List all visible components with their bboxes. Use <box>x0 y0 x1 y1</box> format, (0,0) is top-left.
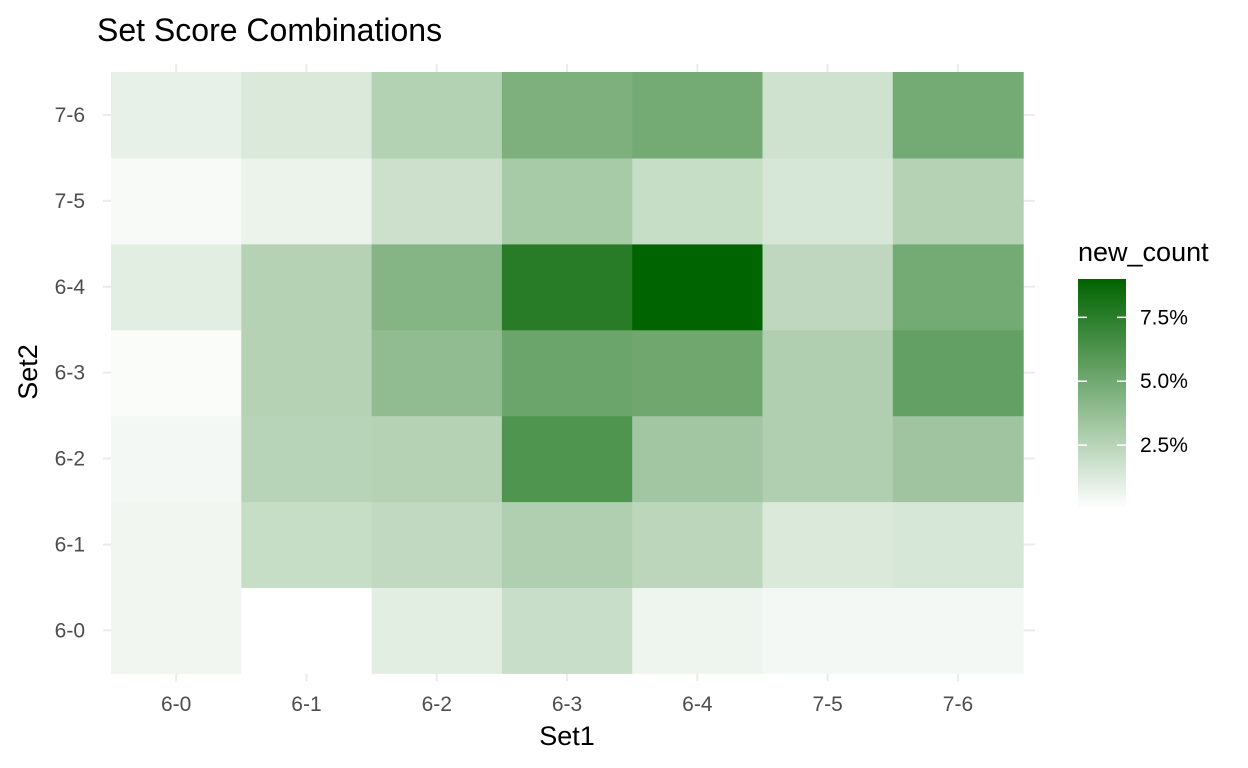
heatmap-cell-7-5-7-6 <box>762 72 894 159</box>
heatmap-cell-6-4-6-3 <box>632 329 764 417</box>
heatmap-cell-7-6-6-4 <box>892 243 1024 331</box>
x-axis-title: Set1 <box>539 721 595 751</box>
heatmap-cell-6-2-6-4 <box>371 243 503 331</box>
y-tick-label: 6-2 <box>55 448 85 471</box>
heatmap-cell-6-3-7-5 <box>501 157 633 245</box>
y-tick-label: 6-4 <box>55 276 86 299</box>
heatmap-cell-6-2-7-6 <box>371 72 503 159</box>
legend-title: new_count <box>1078 237 1209 267</box>
heatmap-cell-7-6-6-2 <box>892 415 1024 503</box>
heatmap-cell-6-2-6-0 <box>371 587 503 674</box>
legend-tick-label: 2.5% <box>1140 434 1188 457</box>
heatmap-cell-6-1-6-3 <box>241 329 373 417</box>
heatmap-cell-6-1-7-5 <box>241 157 373 245</box>
legend-ticks: 2.5% 5.0% 7.5% <box>1078 306 1188 457</box>
heatmap-cell-6-3-6-1 <box>501 501 633 588</box>
heatmap-cell-6-0-6-2 <box>111 415 242 503</box>
heatmap-cell-7-5-6-4 <box>762 243 894 331</box>
heatmap-cell-6-1-6-1 <box>241 501 373 588</box>
heatmap-cell-7-5-6-1 <box>762 501 894 588</box>
heatmap-cell-6-2-6-3 <box>371 329 503 417</box>
heatmap-cell-7-5-6-2 <box>762 415 894 503</box>
heatmap-cell-6-2-7-5 <box>371 157 503 245</box>
heatmap-cell-7-5-6-3 <box>762 329 894 417</box>
x-tick-label: 6-4 <box>682 693 713 716</box>
y-tick-label: 6-3 <box>55 362 85 385</box>
heatmap-cell-6-4-6-4 <box>632 243 764 331</box>
x-tick-label: 6-2 <box>422 693 452 716</box>
heatmap-cell-6-0-6-4 <box>111 243 242 331</box>
chart-title: Set Score Combinations <box>97 12 442 48</box>
x-tick-label: 7-6 <box>943 693 973 716</box>
heatmap-cell-7-5-7-5 <box>762 157 894 245</box>
legend-tick-label: 5.0% <box>1140 370 1188 393</box>
heatmap-cell-6-0-6-3 <box>111 329 242 417</box>
y-axis-title: Set2 <box>13 344 43 400</box>
heatmap-cell-6-4-6-2 <box>632 415 764 503</box>
y-tick-label: 6-0 <box>55 619 85 642</box>
heatmap-cell-6-1-6-0 <box>241 587 373 674</box>
heatmap-cell-6-1-7-6 <box>241 72 373 159</box>
heatmap-cell-6-3-6-4 <box>501 243 633 331</box>
heatmap-cell-6-3-6-2 <box>501 415 633 503</box>
heatmap-cell-6-4-6-1 <box>632 501 764 588</box>
y-tick-label: 7-6 <box>55 104 85 127</box>
heatmap-cell-6-2-6-1 <box>371 501 503 588</box>
heatmap-cells <box>111 72 1024 674</box>
heatmap-cell-7-6-7-6 <box>892 72 1024 159</box>
heatmap-cell-7-6-6-0 <box>892 587 1024 674</box>
heatmap-cell-6-1-6-4 <box>241 243 373 331</box>
legend-tick-label: 7.5% <box>1140 306 1188 329</box>
heatmap-cell-6-0-6-1 <box>111 501 242 588</box>
y-axis-ticks: 6-0 6-1 6-2 6-3 6-4 7-5 7-6 <box>55 104 86 642</box>
heatmap-cell-6-3-7-6 <box>501 72 633 159</box>
y-tick-label: 7-5 <box>55 190 85 213</box>
x-axis-ticks: 6-0 6-1 6-2 6-3 6-4 7-5 7-6 <box>161 693 973 716</box>
x-tick-label: 6-1 <box>291 693 321 716</box>
x-tick-label: 6-3 <box>552 693 582 716</box>
heatmap-cell-6-0-7-5 <box>111 157 242 245</box>
x-tick-label: 7-5 <box>812 693 842 716</box>
heatmap-cell-7-6-6-3 <box>892 329 1024 417</box>
y-tick-label: 6-1 <box>55 533 85 556</box>
x-tick-label: 6-0 <box>161 693 191 716</box>
heatmap-cell-7-6-6-1 <box>892 501 1024 588</box>
heatmap-cell-6-0-7-6 <box>111 72 242 159</box>
legend-colorbar <box>1078 279 1126 509</box>
heatmap-cell-7-5-6-0 <box>762 587 894 674</box>
heatmap-cell-6-3-6-0 <box>501 587 633 674</box>
heatmap-cell-6-4-7-5 <box>632 157 764 245</box>
heatmap-cell-6-3-6-3 <box>501 329 633 417</box>
heatmap-cell-6-2-6-2 <box>371 415 503 503</box>
heatmap-cell-7-6-7-5 <box>892 157 1024 245</box>
heatmap-cell-6-4-6-0 <box>632 587 764 674</box>
heatmap-cell-6-0-6-0 <box>111 587 242 674</box>
heatmap-cell-6-1-6-2 <box>241 415 373 503</box>
heatmap-cell-6-4-7-6 <box>632 72 764 159</box>
